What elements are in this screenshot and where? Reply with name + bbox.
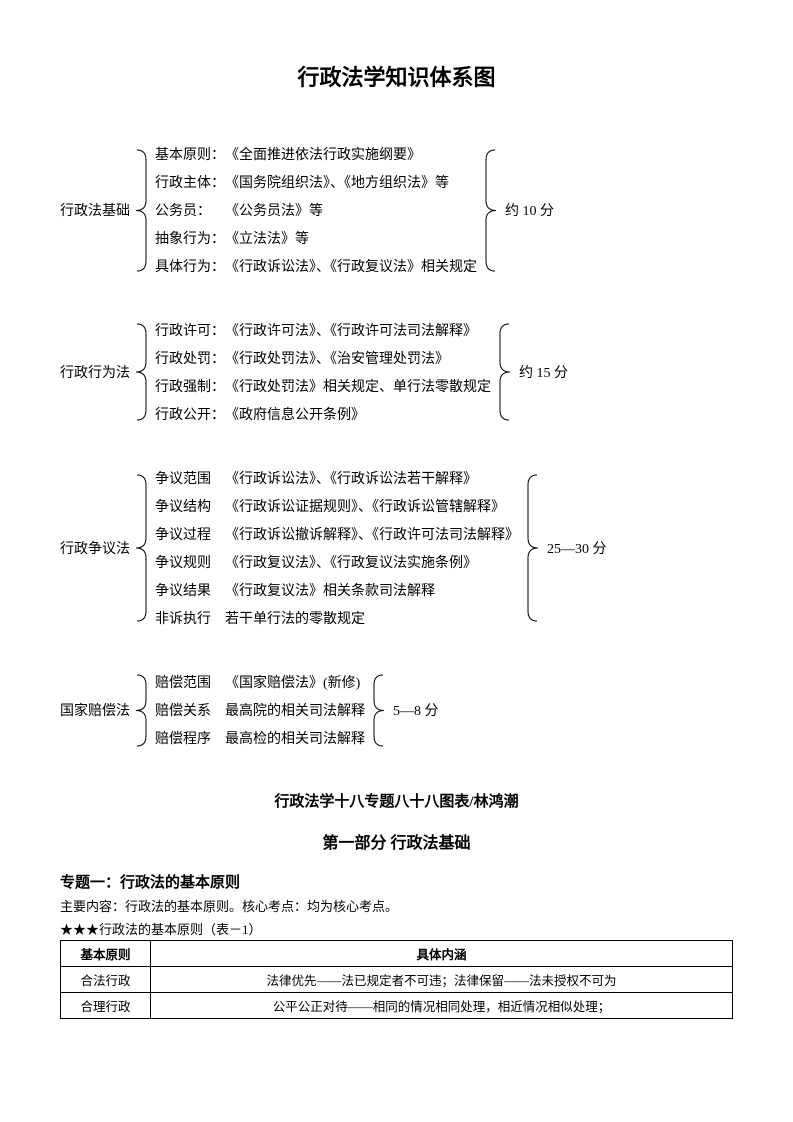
item-value: 《行政诉讼法》、《行政复议法》相关规定: [225, 256, 477, 276]
item-key: 争议结果: [155, 580, 225, 600]
brace-left-icon: [135, 473, 149, 623]
item-row: 赔偿关系最高院的相关司法解释: [155, 700, 365, 720]
table-row: 合理行政公平公正对待——相同的情况相同处理，相近情况相似处理；: [61, 993, 733, 1019]
item-row: 非诉执行若干单行法的零散规定: [155, 608, 519, 628]
item-row: 行政许可：《行政许可法》、《行政许可法司法解释》: [155, 320, 491, 340]
brace-right-icon: [525, 473, 539, 623]
table-cell: 合理行政: [61, 993, 151, 1019]
item-key: 行政处罚：: [155, 348, 225, 368]
item-row: 赔偿程序最高检的相关司法解释: [155, 728, 365, 748]
item-row: 抽象行为：《立法法》等: [155, 228, 477, 248]
item-value: 《行政许可法》、《行政许可法司法解释》: [225, 320, 477, 340]
item-key: 行政强制：: [155, 376, 225, 396]
item-row: 具体行为：《行政诉讼法》、《行政复议法》相关规定: [155, 256, 477, 276]
items-column: 行政许可：《行政许可法》、《行政许可法司法解释》行政处罚：《行政处罚法》、《治安…: [149, 318, 497, 426]
item-key: 赔偿范围: [155, 672, 225, 692]
item-row: 争议过程《行政诉讼撤诉解释》、《行政许可法司法解释》: [155, 524, 519, 544]
item-row: 争议规则《行政复议法》、《行政复议法实施条例》: [155, 552, 519, 572]
item-key: 具体行为：: [155, 256, 225, 276]
item-key: 争议过程: [155, 524, 225, 544]
principles-table: 基本原则 具体内涵 合法行政法律优先——法已规定者不可违；法律保留——法未授权不…: [60, 940, 733, 1019]
item-value: 《行政处罚法》、《治安管理处罚法》: [225, 348, 449, 368]
item-key: 赔偿程序: [155, 728, 225, 748]
item-value: 《行政诉讼法》、《行政诉讼法若干解释》: [225, 468, 477, 488]
item-key: 非诉执行: [155, 608, 225, 628]
brace-left-icon: [135, 322, 149, 422]
brace-left-icon: [135, 148, 149, 273]
section-label: 国家赔偿法: [60, 700, 135, 720]
item-value: 《行政复议法》、《行政复议法实施条例》: [225, 552, 477, 572]
item-value: 《行政诉讼撤诉解释》、《行政许可法司法解释》: [225, 524, 519, 544]
section-score: 约 15 分: [519, 362, 568, 382]
section: 行政行为法 行政许可：《行政许可法》、《行政许可法司法解释》行政处罚：《行政处罚…: [60, 318, 733, 426]
items-column: 基本原则：《全面推进依法行政实施纲要》行政主体：《国务院组织法》、《地方组织法》…: [149, 142, 483, 278]
topic-desc: 主要内容：行政法的基本原则。核心考点：均为核心考点。: [60, 896, 733, 915]
item-value: 若干单行法的零散规定: [225, 608, 365, 628]
section-label: 行政争议法: [60, 538, 135, 558]
item-value: 《政府信息公开条例》: [225, 404, 365, 424]
item-key: 抽象行为：: [155, 228, 225, 248]
section: 行政争议法 争议范围《行政诉讼法》、《行政诉讼法若干解释》争议结构《行政诉讼证据…: [60, 466, 733, 630]
item-key: 公务员：: [155, 200, 225, 220]
item-value: 《行政复议法》相关条款司法解释: [225, 580, 435, 600]
item-value: 《行政诉讼证据规则》、《行政诉讼管辖解释》: [225, 496, 505, 516]
item-row: 赔偿范围《国家赔偿法》(新修): [155, 672, 365, 692]
table-cell: 合法行政: [61, 967, 151, 993]
table-row: 合法行政法律优先——法已规定者不可违；法律保留——法未授权不可为: [61, 967, 733, 993]
items-column: 赔偿范围《国家赔偿法》(新修)赔偿关系最高院的相关司法解释赔偿程序最高检的相关司…: [149, 670, 371, 750]
item-value: 《公务员法》等: [225, 200, 323, 220]
item-key: 行政公开：: [155, 404, 225, 424]
item-key: 赔偿关系: [155, 700, 225, 720]
brace-right-icon: [497, 322, 511, 422]
section: 行政法基础 基本原则：《全面推进依法行政实施纲要》行政主体：《国务院组织法》、《…: [60, 142, 733, 278]
item-row: 公务员：《公务员法》等: [155, 200, 477, 220]
table-header: 基本原则: [61, 941, 151, 967]
item-key: 争议规则: [155, 552, 225, 572]
item-row: 行政公开：《政府信息公开条例》: [155, 404, 491, 424]
item-key: 行政许可：: [155, 320, 225, 340]
section-score: 5—8 分: [393, 700, 439, 720]
section: 国家赔偿法 赔偿范围《国家赔偿法》(新修)赔偿关系最高院的相关司法解释赔偿程序最…: [60, 670, 733, 750]
item-key: 争议范围: [155, 468, 225, 488]
item-key: 争议结构: [155, 496, 225, 516]
item-value: 《国务院组织法》、《地方组织法》等: [225, 172, 449, 192]
section-label: 行政行为法: [60, 362, 135, 382]
table-cell: 法律优先——法已规定者不可违；法律保留——法未授权不可为: [151, 967, 733, 993]
item-row: 行政主体：《国务院组织法》、《地方组织法》等: [155, 172, 477, 192]
item-key: 基本原则：: [155, 144, 225, 164]
section-score: 25—30 分: [547, 538, 607, 558]
item-value: 最高检的相关司法解释: [225, 728, 365, 748]
section-label: 行政法基础: [60, 200, 135, 220]
item-row: 争议范围《行政诉讼法》、《行政诉讼法若干解释》: [155, 468, 519, 488]
brace-right-icon: [483, 148, 497, 273]
brace-left-icon: [135, 673, 149, 748]
item-row: 行政处罚：《行政处罚法》、《治安管理处罚法》: [155, 348, 491, 368]
item-value: 《立法法》等: [225, 228, 309, 248]
main-title: 行政法学知识体系图: [60, 60, 733, 92]
section-score: 约 10 分: [505, 200, 554, 220]
table-cell: 公平公正对待——相同的情况相同处理，相近情况相似处理；: [151, 993, 733, 1019]
subtitle: 行政法学十八专题八十八图表/林鸿潮: [60, 790, 733, 811]
item-row: 基本原则：《全面推进依法行政实施纲要》: [155, 144, 477, 164]
table-caption: ★★★行政法的基本原则（表－1）: [60, 919, 733, 938]
item-key: 行政主体：: [155, 172, 225, 192]
item-row: 争议结构《行政诉讼证据规则》、《行政诉讼管辖解释》: [155, 496, 519, 516]
brace-right-icon: [371, 673, 385, 748]
item-row: 争议结果《行政复议法》相关条款司法解释: [155, 580, 519, 600]
item-value: 《行政处罚法》相关规定、单行法零散规定: [225, 376, 491, 396]
item-value: 《国家赔偿法》(新修): [225, 672, 360, 692]
item-value: 《全面推进依法行政实施纲要》: [225, 144, 421, 164]
table-header: 具体内涵: [151, 941, 733, 967]
item-value: 最高院的相关司法解释: [225, 700, 365, 720]
item-row: 行政强制：《行政处罚法》相关规定、单行法零散规定: [155, 376, 491, 396]
items-column: 争议范围《行政诉讼法》、《行政诉讼法若干解释》争议结构《行政诉讼证据规则》、《行…: [149, 466, 525, 630]
part-title: 第一部分 行政法基础: [60, 829, 733, 853]
topic-title: 专题一：行政法的基本原则: [60, 871, 733, 892]
